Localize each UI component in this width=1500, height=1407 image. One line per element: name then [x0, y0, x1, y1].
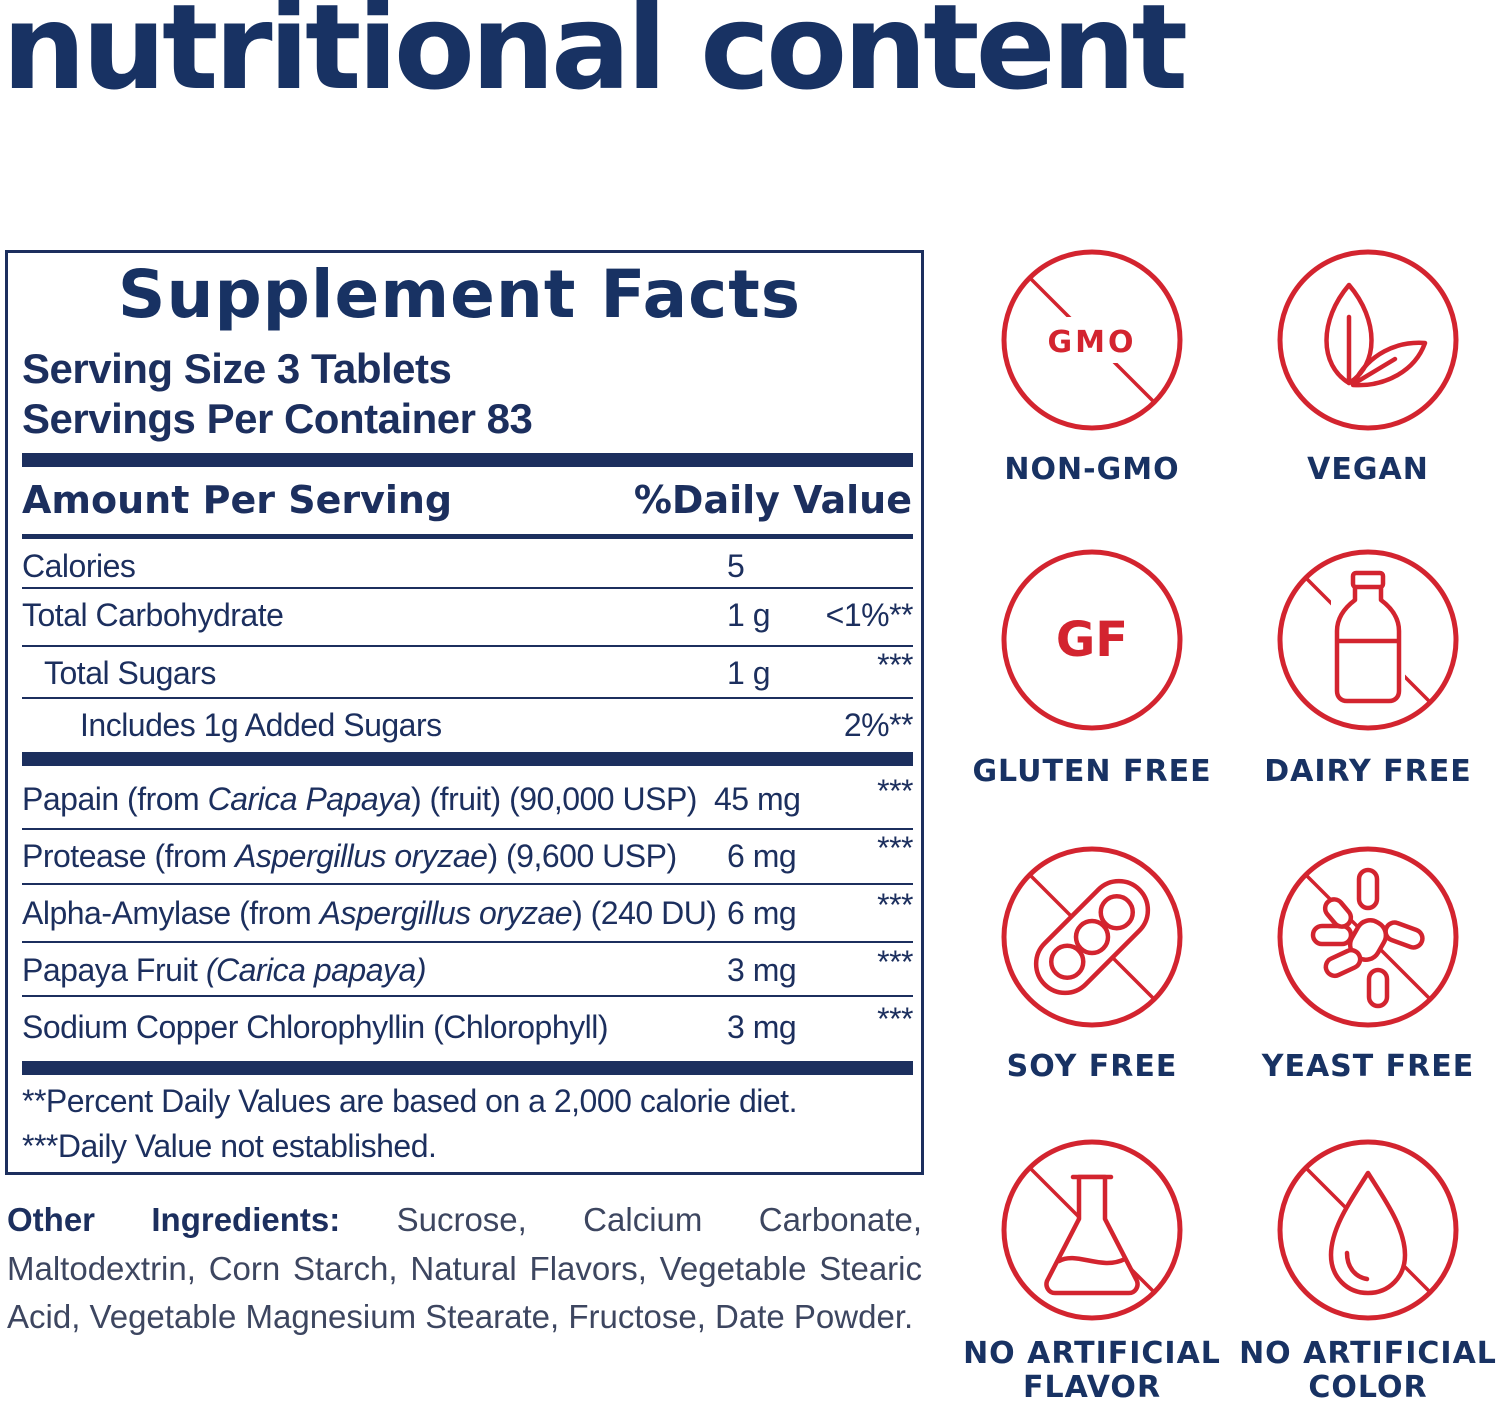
servings-per-container: Servings Per Container 83 — [22, 395, 533, 442]
badge-label: GLUTEN FREE — [972, 754, 1212, 789]
ingredient-name: Sodium Copper Chlorophyllin (Chlorophyll… — [22, 1009, 609, 1045]
ingredient-name: Protease (from Aspergillus oryzae) (9,60… — [22, 838, 677, 874]
ingredient-amount: 3 mg — [727, 952, 797, 988]
divider — [22, 587, 913, 589]
leaf-icon — [1277, 249, 1459, 431]
ingredient-amount: 3 mg — [727, 1009, 797, 1045]
badge-dairy-free: DAIRY FREE — [1238, 545, 1498, 789]
ingredient-daily-value: *** — [877, 1001, 913, 1037]
nutrient-name: Total Sugars — [44, 655, 216, 691]
badge-label: VEGAN — [1307, 452, 1429, 487]
badge-soy-free: SOY FREE — [962, 842, 1222, 1084]
nutrient-daily-value: <1%** — [825, 597, 914, 633]
divider — [22, 534, 913, 539]
ingredient-row: Papain (from Carica Papaya) (fruit) (90,… — [22, 773, 913, 821]
badge-gluten-free: GF GLUTEN FREE — [962, 545, 1222, 789]
ingredient-row: Papaya Fruit (Carica papaya) 3 mg *** — [22, 944, 913, 992]
ingredient-daily-value: *** — [877, 830, 913, 866]
divider — [22, 828, 913, 830]
badge-non-gmo: GMO NON-GMO — [962, 245, 1222, 487]
ingredient-daily-value: *** — [877, 773, 913, 809]
badge-label-line-2: COLOR — [1308, 1370, 1428, 1405]
gluten-free-icon: GF — [1001, 549, 1183, 731]
nutrient-row: Includes 1g Added Sugars 2%** — [22, 707, 914, 747]
badge-no-artificial-flavor: NO ARTIFICIAL FLAVOR — [962, 1135, 1222, 1405]
daily-value-header: %Daily Value — [633, 478, 912, 522]
serving-size: Serving Size 3 Tablets — [22, 345, 452, 392]
svg-text:GF: GF — [1056, 612, 1128, 668]
footnote-not-established: ***Daily Value not established. — [22, 1128, 437, 1164]
badge-label: NON-GMO — [1004, 452, 1180, 487]
other-ingredients-label: Other Ingredients: — [7, 1201, 341, 1238]
other-ingredients: Other Ingredients: Sucrose, Calcium Carb… — [7, 1196, 922, 1342]
ingredient-name: Papaya Fruit (Carica papaya) — [22, 952, 426, 988]
ingredient-row: Alpha-Amylase (from Aspergillus oryzae) … — [22, 887, 913, 935]
drop-icon — [1277, 1139, 1459, 1321]
divider — [22, 453, 913, 467]
ingredient-amount: 6 mg — [727, 895, 797, 931]
divider — [22, 752, 913, 766]
divider — [22, 697, 913, 699]
ingredient-amount: 6 mg — [727, 838, 797, 874]
nutrient-daily-value: 2%** — [843, 707, 914, 743]
nutrient-row: Calories 5 — [22, 548, 913, 588]
badge-label: NO ARTIFICIAL — [1239, 1336, 1497, 1371]
divider — [22, 645, 913, 647]
divider — [22, 995, 913, 997]
yeast-icon — [1277, 846, 1459, 1028]
badge-label: DAIRY FREE — [1264, 754, 1472, 789]
ingredient-row: Protease (from Aspergillus oryzae) (9,60… — [22, 830, 913, 878]
soy-pod-icon — [1001, 846, 1183, 1028]
ingredient-name: Papain (from Carica Papaya) (fruit) (90,… — [22, 781, 697, 817]
nutrient-name: Calories — [22, 548, 136, 584]
flask-icon — [1001, 1139, 1183, 1321]
nutrient-name: Total Carbohydrate — [22, 597, 284, 633]
amount-per-serving-header: Amount Per Serving — [22, 478, 453, 522]
milk-bottle-icon — [1277, 549, 1459, 731]
nutrient-row: Total Carbohydrate 1 g <1%** — [22, 597, 914, 637]
nutrient-amount: 1 g — [727, 597, 770, 633]
svg-text:GMO: GMO — [1048, 325, 1137, 360]
divider — [22, 1061, 913, 1075]
other-ingredients-text: Sucrose, Calcium Carbonate, Maltodextrin… — [7, 1201, 923, 1335]
badge-no-artificial-color: NO ARTIFICIAL COLOR — [1238, 1135, 1498, 1405]
nutrient-row: Total Sugars 1 g *** — [22, 647, 913, 695]
ingredient-daily-value: *** — [877, 887, 913, 923]
supplement-facts-panel — [5, 250, 924, 1175]
ingredient-daily-value: *** — [877, 944, 913, 980]
nutrient-daily-value: *** — [877, 647, 913, 683]
supplement-facts-title: Supplement Facts — [117, 256, 802, 333]
page-heading: nutritional content — [2, 0, 1188, 116]
no-gmo-icon: GMO — [1001, 249, 1183, 431]
divider — [22, 883, 913, 885]
badge-vegan: VEGAN — [1238, 245, 1498, 487]
nutrient-amount: 1 g — [727, 655, 770, 691]
footnote-daily-values: **Percent Daily Values are based on a 2,… — [22, 1083, 797, 1119]
badge-label: SOY FREE — [1006, 1049, 1178, 1084]
ingredient-amount: 45 mg — [714, 781, 801, 817]
badge-yeast-free: YEAST FREE — [1238, 842, 1498, 1084]
badge-label-line-2: FLAVOR — [1022, 1370, 1162, 1405]
badge-label: NO ARTIFICIAL — [963, 1336, 1221, 1371]
ingredient-row: Sodium Copper Chlorophyllin (Chlorophyll… — [22, 1001, 913, 1049]
badge-label: YEAST FREE — [1261, 1049, 1475, 1084]
divider — [22, 941, 913, 943]
ingredient-name: Alpha-Amylase (from Aspergillus oryzae) … — [22, 895, 717, 931]
nutrient-name: Includes 1g Added Sugars — [80, 707, 442, 743]
nutrient-amount: 5 — [727, 548, 745, 584]
